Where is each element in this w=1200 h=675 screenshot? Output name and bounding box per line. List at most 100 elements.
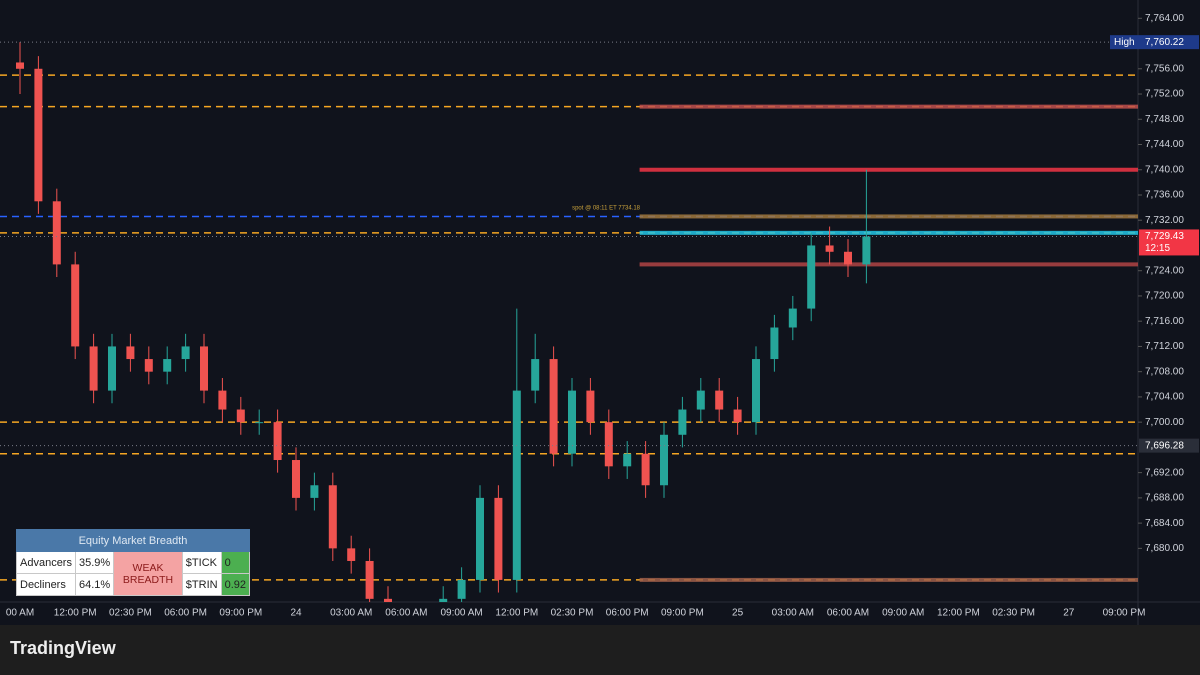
y-tick-label: 7,764.00 bbox=[1145, 13, 1184, 24]
candle-body bbox=[715, 390, 724, 410]
candle-body bbox=[457, 579, 466, 599]
cell: 64.1% bbox=[74, 573, 115, 596]
candle-body bbox=[494, 497, 503, 580]
y-tick-label: 7,700.00 bbox=[1145, 417, 1184, 428]
x-tick-label: 24 bbox=[290, 608, 302, 619]
y-tick-label: 7,720.00 bbox=[1145, 291, 1184, 302]
x-tick-label: 06:00 PM bbox=[164, 608, 207, 619]
candle-body bbox=[16, 62, 24, 69]
y-tick-label: 7,740.00 bbox=[1145, 164, 1184, 175]
candle-body bbox=[586, 390, 595, 423]
level-zone bbox=[639, 167, 1138, 172]
x-tick-label: 02:30 PM bbox=[992, 608, 1035, 619]
x-tick-label: 03:00 AM bbox=[772, 608, 814, 619]
cell: $TICK bbox=[181, 551, 222, 574]
y-tick-label: 7,744.00 bbox=[1145, 139, 1184, 150]
candle-body bbox=[181, 346, 190, 360]
candle-body bbox=[660, 434, 668, 486]
candle-body bbox=[34, 68, 43, 202]
price-label: 7,696.28 bbox=[1145, 440, 1184, 451]
price-badge bbox=[1139, 229, 1199, 256]
status: WEAK BREADTH bbox=[113, 551, 183, 596]
y-tick-label: 7,724.00 bbox=[1145, 265, 1184, 276]
candle-body bbox=[733, 409, 742, 423]
candle-body bbox=[347, 548, 356, 561]
y-tick-label: 7,684.00 bbox=[1145, 518, 1184, 529]
price-badge bbox=[1139, 438, 1199, 453]
y-tick-label: 7,688.00 bbox=[1145, 493, 1184, 504]
level-zone bbox=[639, 214, 1138, 219]
candle-body bbox=[273, 422, 282, 461]
level-zone bbox=[639, 230, 1138, 235]
y-tick-label: 7,748.00 bbox=[1145, 114, 1184, 125]
x-tick-label: 00 AM bbox=[6, 608, 34, 619]
y-tick-label: 7,716.00 bbox=[1145, 316, 1184, 327]
breadth-table: Equity Market Breadth Advancers 35.9% WE… bbox=[16, 529, 251, 596]
plot bbox=[0, 42, 1138, 602]
x-tick-label: 03:00 AM bbox=[330, 608, 372, 619]
x-tick-label: 09:00 PM bbox=[661, 608, 704, 619]
level-zone bbox=[639, 104, 1138, 109]
candle-body bbox=[752, 359, 760, 423]
candle-body bbox=[844, 251, 852, 265]
candle-body bbox=[89, 346, 98, 391]
price-badge bbox=[1139, 35, 1199, 50]
x-tick-label: 09:00 AM bbox=[882, 608, 924, 619]
candle-body bbox=[200, 346, 208, 391]
cell: 0 bbox=[220, 551, 251, 574]
candle-body bbox=[108, 346, 116, 391]
candle-body bbox=[255, 422, 264, 424]
candle-body bbox=[163, 359, 172, 372]
x-tick-label: 02:30 PM bbox=[551, 608, 594, 619]
candle-body bbox=[512, 390, 521, 580]
x-tick-label: 25 bbox=[732, 608, 744, 619]
candle-body bbox=[236, 409, 245, 423]
candle-body bbox=[696, 390, 705, 410]
x-tick-label: 02:30 PM bbox=[109, 608, 152, 619]
x-tick-label: 06:00 AM bbox=[827, 608, 869, 619]
table-title: Equity Market Breadth bbox=[16, 529, 250, 552]
candle-body bbox=[439, 598, 448, 602]
candle-body bbox=[604, 422, 613, 467]
badge-name-bg bbox=[1110, 35, 1139, 50]
y-tick-label: 7,756.00 bbox=[1145, 63, 1184, 74]
candle-body bbox=[862, 236, 871, 265]
cell: Decliners bbox=[16, 573, 76, 596]
chart: spot @ 08:11 ET 7734.18 7,764.00 7,756.00… bbox=[0, 0, 1200, 625]
candle-body bbox=[384, 598, 392, 602]
candle-body bbox=[678, 409, 687, 435]
x-tick-label: 27 bbox=[1063, 608, 1075, 619]
cell: 35.9% bbox=[74, 551, 115, 574]
candle-body bbox=[328, 485, 337, 549]
y-tick-label: 7,704.00 bbox=[1145, 392, 1184, 403]
candle-body bbox=[825, 245, 834, 252]
y-tick-label: 7,712.00 bbox=[1145, 341, 1184, 352]
x-tick-label: 09:00 PM bbox=[219, 608, 262, 619]
candle-body bbox=[365, 560, 374, 599]
candle-body bbox=[788, 308, 797, 328]
y-tick-label: 7,752.00 bbox=[1145, 89, 1184, 100]
candle-body bbox=[549, 359, 558, 454]
candle-body bbox=[71, 264, 80, 347]
price-label: 7,760.22 bbox=[1145, 37, 1184, 48]
candle-body bbox=[144, 359, 153, 372]
y-tick-label: 7,708.00 bbox=[1145, 366, 1184, 377]
badge-name: High bbox=[1114, 37, 1135, 48]
x-tick-label: 09:00 PM bbox=[1103, 608, 1146, 619]
candle-body bbox=[218, 390, 227, 410]
candle-body bbox=[126, 346, 135, 360]
candle-body bbox=[52, 201, 61, 265]
price-label: 7,729.43 bbox=[1145, 231, 1184, 242]
x-tick-label: 12:00 PM bbox=[937, 608, 980, 619]
candle-body bbox=[310, 485, 319, 498]
cell: $TRIN bbox=[181, 573, 222, 596]
candle-body bbox=[292, 460, 300, 498]
x-tick-label: 12:00 PM bbox=[54, 608, 97, 619]
x-tick-label: 09:00 AM bbox=[440, 608, 482, 619]
x-tick-label: 06:00 PM bbox=[606, 608, 649, 619]
y-tick-label: 7,732.00 bbox=[1145, 215, 1184, 226]
y-tick-label: 7,692.00 bbox=[1145, 467, 1184, 478]
candle-body bbox=[770, 327, 779, 360]
y-tick-label: 7,680.00 bbox=[1145, 543, 1184, 554]
